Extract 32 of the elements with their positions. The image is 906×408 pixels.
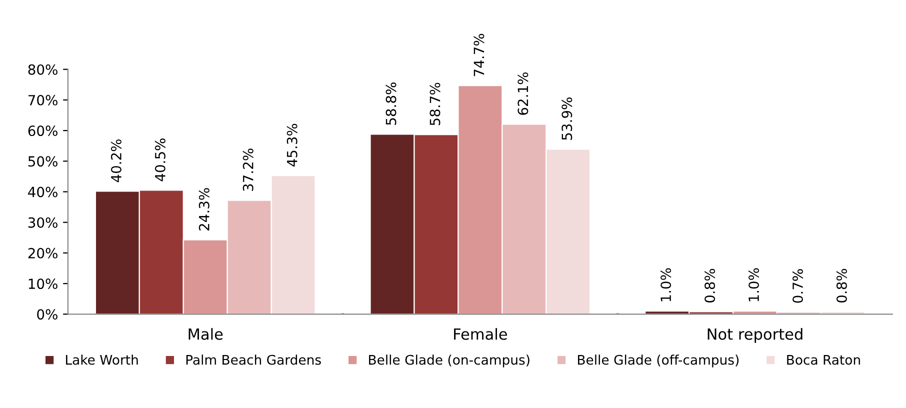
data-label: 37.2% (242, 148, 254, 191)
y-tick-label: 0% (37, 309, 58, 320)
y-tick-label: 60% (28, 126, 58, 136)
x-tick-label: Not reported (708, 328, 802, 343)
y-tick-label: 40% (28, 186, 58, 198)
legend-label: Belle Glade (on-campus) (369, 354, 530, 368)
legend-label: Boca Raton (787, 355, 860, 365)
data-label: 1.0% (748, 268, 760, 302)
data-label: 0.8% (836, 268, 847, 302)
y-tick-label: 50% (28, 156, 58, 167)
legend-label: Lake Worth (66, 354, 138, 365)
data-label: 40.5% (154, 138, 166, 182)
data-label: 58.8% (386, 82, 396, 125)
data-label: 58.7% (430, 82, 440, 126)
data-label: 1.0% (660, 268, 672, 302)
data-label: 74.7% (474, 34, 484, 76)
data-label: 53.9% (562, 98, 572, 140)
legend-label: Belle Glade (off-campus) (578, 354, 739, 368)
data-label: 45.3% (286, 124, 298, 167)
data-label: 24.3% (198, 188, 210, 230)
x-tick-label: Male (188, 328, 223, 340)
legend-label: Palm Beach Gardens (186, 354, 321, 365)
data-label: 0.8% (704, 268, 716, 302)
y-tick-label: 10% (28, 278, 58, 290)
y-tick-label: 30% (28, 217, 58, 228)
y-tick-label: 70% (28, 94, 58, 106)
y-tick-label: 80% (28, 64, 58, 75)
x-tick-label: Female (454, 328, 507, 340)
data-label: 40.2% (110, 139, 122, 182)
data-label: 62.1% (518, 72, 528, 115)
y-tick-label: 20% (28, 248, 58, 258)
data-label: 0.7% (792, 269, 803, 303)
